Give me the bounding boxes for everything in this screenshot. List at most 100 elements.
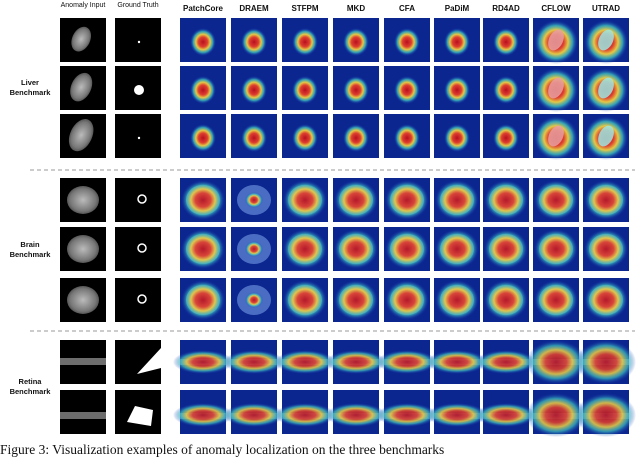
- heat: [493, 76, 519, 104]
- column-header: CFLOW: [541, 4, 571, 13]
- column-header: Anomaly Input: [60, 2, 106, 9]
- heat: [427, 350, 487, 374]
- organ: [70, 72, 93, 102]
- organ-overlay: [598, 77, 614, 99]
- heat: [444, 76, 470, 104]
- heat: [444, 28, 470, 56]
- heat: [224, 350, 284, 374]
- heat: [326, 403, 386, 427]
- heat: [292, 76, 318, 104]
- organ-overlay: [548, 125, 564, 147]
- column-header: PaDiM: [444, 4, 470, 13]
- heat: [245, 292, 263, 308]
- heat: [245, 241, 263, 257]
- heat: [190, 124, 216, 152]
- heat: [283, 229, 327, 269]
- heat: [444, 124, 470, 152]
- heat: [292, 124, 318, 152]
- heat: [377, 403, 437, 427]
- organ-overlay: [548, 29, 564, 51]
- heat: [534, 180, 578, 220]
- mask: [137, 294, 147, 304]
- benchmark-label: Retina Benchmark: [9, 377, 51, 396]
- caption: Figure 3: Visualization examples of anom…: [0, 442, 445, 457]
- organ: [71, 26, 92, 52]
- heat: [394, 28, 420, 56]
- heat: [275, 350, 335, 374]
- heat: [576, 393, 636, 437]
- heat: [326, 350, 386, 374]
- retina-layer: [60, 412, 106, 419]
- heat: [385, 229, 429, 269]
- benchmark-label: Liver Benchmark: [9, 78, 51, 97]
- brain: [67, 235, 99, 263]
- retina-layer: [60, 358, 106, 365]
- heat: [427, 403, 487, 427]
- column-header: CFA: [399, 4, 415, 13]
- mask: [127, 406, 153, 426]
- image-cell: [115, 114, 161, 158]
- heat: [476, 403, 536, 427]
- heat: [493, 124, 519, 152]
- heat: [435, 229, 479, 269]
- heat: [283, 180, 327, 220]
- column-header: DRAEM: [239, 4, 269, 13]
- heat: [377, 350, 437, 374]
- mask: [137, 194, 147, 204]
- heat: [241, 76, 267, 104]
- heat: [526, 393, 586, 437]
- heat: [181, 180, 225, 220]
- mask: [137, 136, 141, 140]
- heat: [343, 76, 369, 104]
- heat: [173, 403, 233, 427]
- heat: [394, 76, 420, 104]
- organ: [68, 119, 94, 152]
- heat: [292, 28, 318, 56]
- heat: [584, 229, 628, 269]
- heat: [493, 28, 519, 56]
- benchmark-label: Brain Benchmark: [9, 240, 51, 259]
- column-header: PatchCore: [182, 4, 223, 13]
- image-cell: [115, 18, 161, 62]
- heat: [484, 180, 528, 220]
- heat: [275, 403, 335, 427]
- organ-overlay: [548, 77, 564, 99]
- heat: [584, 180, 628, 220]
- column-header: RD4AD: [492, 4, 520, 13]
- heat: [526, 340, 586, 384]
- heat: [343, 124, 369, 152]
- heat: [334, 229, 378, 269]
- heat: [534, 229, 578, 269]
- organ-overlay: [598, 29, 614, 51]
- heat: [435, 280, 479, 320]
- column-header: Ground Truth: [117, 2, 159, 9]
- heat: [283, 280, 327, 320]
- heat: [181, 280, 225, 320]
- heat: [534, 280, 578, 320]
- heat: [190, 76, 216, 104]
- heat: [334, 280, 378, 320]
- heat: [224, 403, 284, 427]
- heat: [476, 350, 536, 374]
- heat: [241, 28, 267, 56]
- heat: [181, 229, 225, 269]
- heat: [484, 280, 528, 320]
- mask: [137, 348, 161, 374]
- brain: [67, 186, 99, 214]
- heat: [241, 124, 267, 152]
- organ-overlay: [598, 125, 614, 147]
- heat: [576, 340, 636, 384]
- heat: [190, 28, 216, 56]
- heat: [385, 180, 429, 220]
- mask: [137, 40, 141, 44]
- heat: [484, 229, 528, 269]
- heat: [343, 28, 369, 56]
- mask: [134, 85, 144, 95]
- mask: [137, 243, 147, 253]
- heat: [385, 280, 429, 320]
- heat: [584, 280, 628, 320]
- heat: [435, 180, 479, 220]
- heat: [334, 180, 378, 220]
